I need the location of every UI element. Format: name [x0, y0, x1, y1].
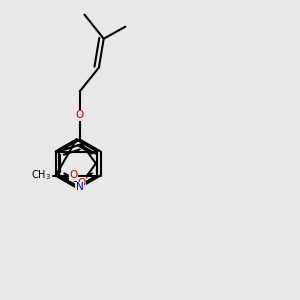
Text: O: O	[76, 110, 84, 121]
Text: CH$_3$: CH$_3$	[32, 169, 51, 182]
Text: O: O	[69, 170, 77, 181]
Text: O: O	[78, 178, 86, 188]
Text: N: N	[76, 182, 84, 193]
